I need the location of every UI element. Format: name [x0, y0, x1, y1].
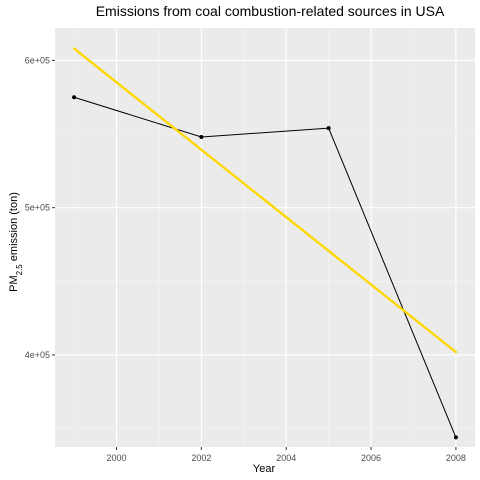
data-point — [72, 95, 76, 99]
plot-panel — [55, 28, 475, 447]
data-point — [327, 126, 331, 130]
y-axis-title-subscript: 2.5 — [15, 264, 24, 276]
y-tick-label: 5e+05 — [25, 203, 50, 213]
y-axis-title-suffix: emission (ton) — [8, 192, 20, 264]
y-tick-label: 4e+05 — [25, 350, 50, 360]
x-tick-label: 2002 — [191, 453, 211, 463]
y-axis-title-main: PM — [8, 275, 20, 292]
x-tick-label: 2006 — [361, 453, 381, 463]
x-axis-title: Year — [253, 463, 276, 475]
x-tick-label: 2004 — [276, 453, 296, 463]
y-axis-title: PM2.5 emission (ton) — [8, 192, 24, 292]
data-point — [199, 135, 203, 139]
x-tick-label: 2000 — [106, 453, 126, 463]
y-tick-label: 6e+05 — [25, 55, 50, 65]
data-point — [454, 435, 458, 439]
y-axis: 4e+05 5e+05 6e+05 — [25, 55, 55, 360]
x-tick-label: 2008 — [446, 453, 466, 463]
chart-title: Emissions from coal combustion-related s… — [96, 3, 445, 19]
x-axis: 2000 2002 2004 2006 2008 — [106, 447, 465, 463]
